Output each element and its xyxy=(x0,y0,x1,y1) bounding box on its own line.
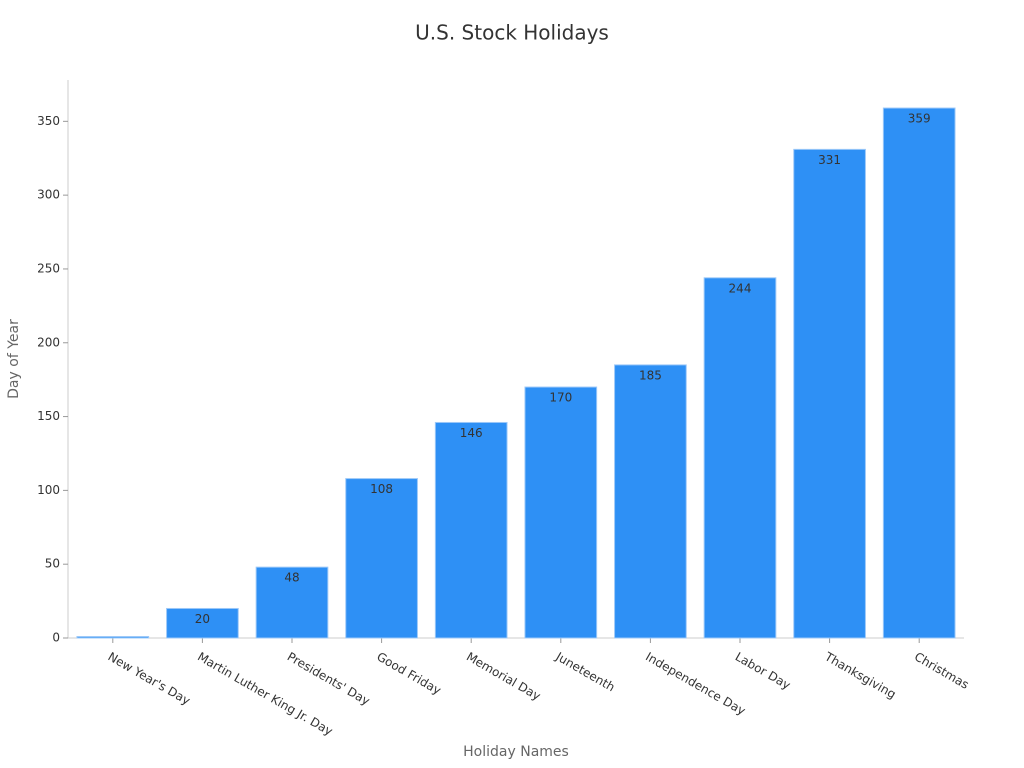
value-label: 108 xyxy=(370,482,393,496)
x-tick-label: Memorial Day xyxy=(464,650,543,704)
y-tick-label: 150 xyxy=(37,409,60,423)
value-label: 146 xyxy=(460,426,483,440)
bar xyxy=(255,566,329,639)
y-tick-label: 100 xyxy=(37,483,60,497)
bar xyxy=(882,107,956,639)
bar xyxy=(434,421,508,639)
y-tick-label: 0 xyxy=(52,631,60,645)
x-tick-label: Independence Day xyxy=(643,650,748,719)
x-tick-label: Juneteenth xyxy=(553,649,618,694)
bar xyxy=(793,148,866,639)
x-tick-label: New Year's Day xyxy=(106,650,193,708)
x-tick-label: Good Friday xyxy=(374,650,443,698)
y-tick-label: 250 xyxy=(37,261,60,275)
value-label: 244 xyxy=(729,281,752,295)
bar xyxy=(345,478,418,639)
y-axis-title: Day of Year xyxy=(6,319,22,399)
x-tick-label: Thanksgiving xyxy=(821,649,898,701)
bar xyxy=(614,364,687,639)
value-label: 20 xyxy=(195,612,210,626)
y-tick-label: 350 xyxy=(37,114,60,128)
x-tick-label: Presidents' Day xyxy=(285,650,373,709)
value-label: 48 xyxy=(284,571,299,585)
bar xyxy=(166,607,239,639)
value-label: 359 xyxy=(908,112,931,126)
x-axis-title: Holiday Names xyxy=(463,744,569,760)
bar xyxy=(703,277,777,639)
value-label: 331 xyxy=(818,153,841,167)
bar xyxy=(524,386,598,639)
y-tick-label: 300 xyxy=(37,188,60,202)
bar xyxy=(76,636,150,639)
chart-title: U.S. Stock Holidays xyxy=(415,21,609,45)
value-label: 185 xyxy=(639,368,662,382)
y-tick-label: 50 xyxy=(45,557,60,571)
value-label: 170 xyxy=(549,391,572,405)
x-tick-label: Labor Day xyxy=(733,650,793,693)
y-tick-label: 200 xyxy=(37,335,60,349)
x-tick-label: Christmas xyxy=(912,650,971,692)
